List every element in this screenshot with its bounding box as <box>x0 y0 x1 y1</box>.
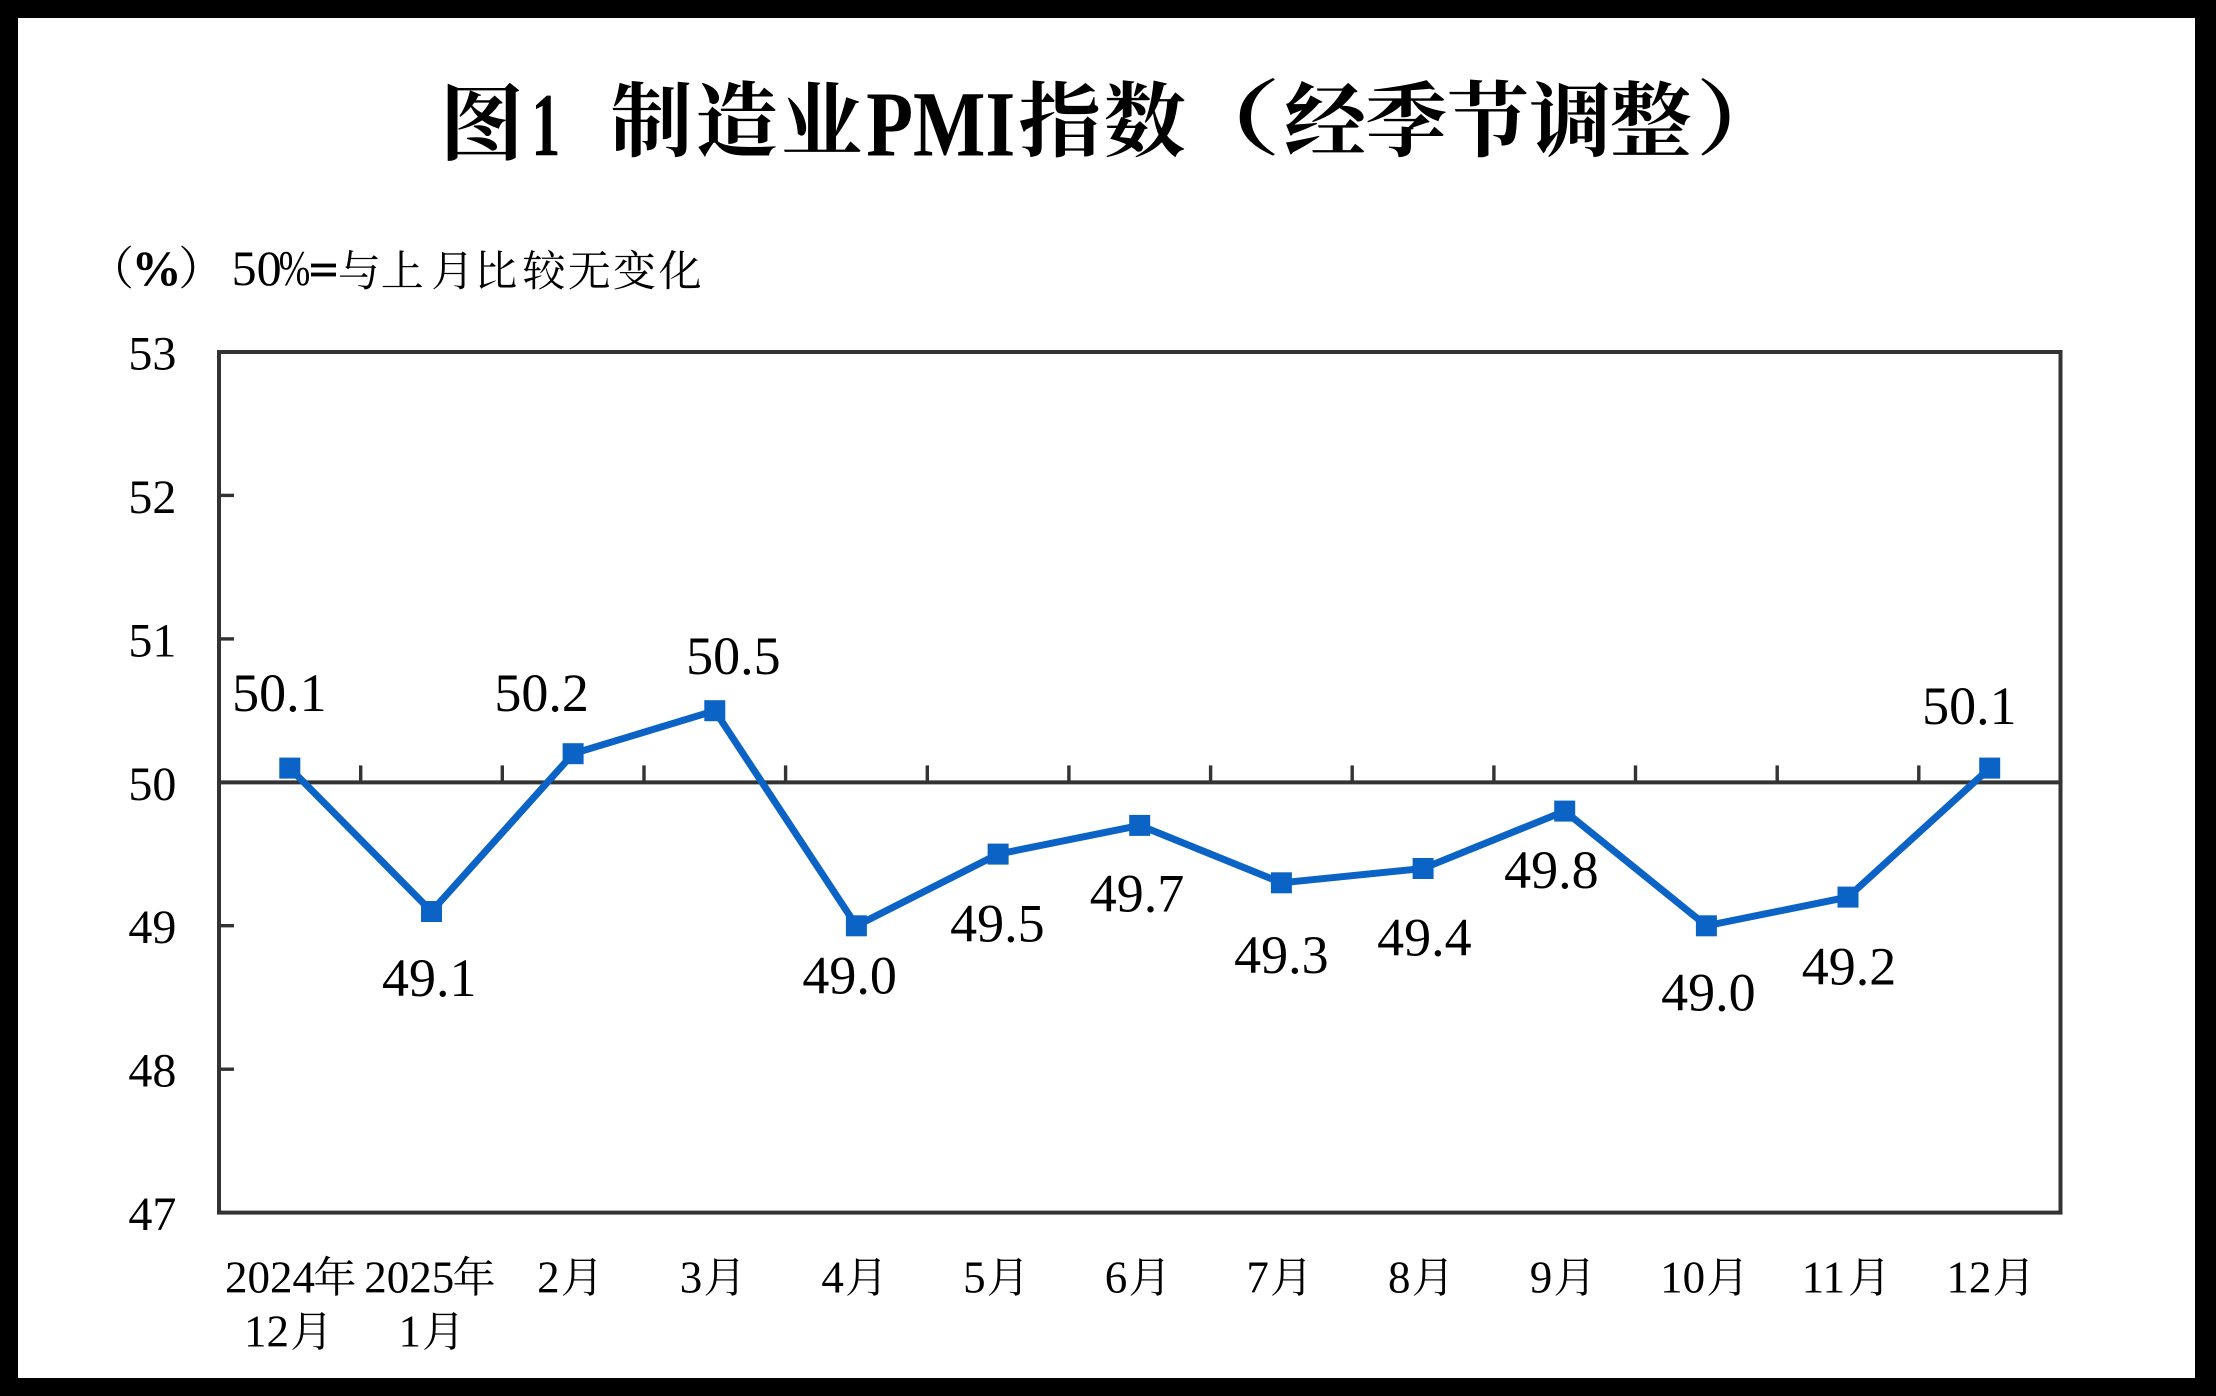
svg-text:12: 12 <box>1946 1252 1991 1302</box>
svg-text:50.5: 50.5 <box>686 626 781 686</box>
svg-text:%: % <box>132 240 182 296</box>
svg-text:7: 7 <box>1246 1252 1269 1302</box>
svg-text:5: 5 <box>963 1252 986 1302</box>
svg-text:12: 12 <box>244 1307 289 1357</box>
svg-text:6: 6 <box>1105 1252 1128 1302</box>
svg-text:49.1: 49.1 <box>382 948 477 1008</box>
svg-text:49.2: 49.2 <box>1802 937 1897 997</box>
svg-text:50: 50 <box>128 758 176 811</box>
svg-text:51: 51 <box>128 614 176 667</box>
svg-text:49.8: 49.8 <box>1504 840 1599 900</box>
svg-text:49.7: 49.7 <box>1090 863 1185 923</box>
svg-text:49.0: 49.0 <box>802 946 897 1006</box>
svg-text:1: 1 <box>399 1307 422 1357</box>
svg-text:50.1: 50.1 <box>1922 676 2017 736</box>
svg-text:47: 47 <box>128 1188 176 1241</box>
svg-text:50.1: 50.1 <box>232 663 327 723</box>
svg-text:49: 49 <box>128 901 176 954</box>
svg-text:48: 48 <box>128 1045 176 1098</box>
svg-text:2025: 2025 <box>364 1252 454 1302</box>
svg-text:3: 3 <box>680 1252 703 1302</box>
svg-text:11: 11 <box>1802 1252 1845 1302</box>
svg-text:2024: 2024 <box>225 1252 315 1302</box>
svg-text:49.0: 49.0 <box>1661 963 1756 1023</box>
svg-text:4: 4 <box>821 1252 844 1302</box>
svg-text:49.5: 49.5 <box>950 894 1045 954</box>
svg-text:10: 10 <box>1660 1252 1705 1302</box>
svg-text:50: 50 <box>232 240 282 296</box>
svg-text:50.2: 50.2 <box>494 663 589 723</box>
svg-text:PMI: PMI <box>866 73 1015 176</box>
svg-text:49.4: 49.4 <box>1377 907 1472 967</box>
svg-text:9: 9 <box>1530 1252 1553 1302</box>
svg-text:49.3: 49.3 <box>1234 925 1329 985</box>
svg-text:53: 53 <box>128 328 176 381</box>
svg-text:52: 52 <box>128 471 176 524</box>
svg-text:8: 8 <box>1388 1252 1411 1302</box>
svg-text:2: 2 <box>537 1252 560 1302</box>
